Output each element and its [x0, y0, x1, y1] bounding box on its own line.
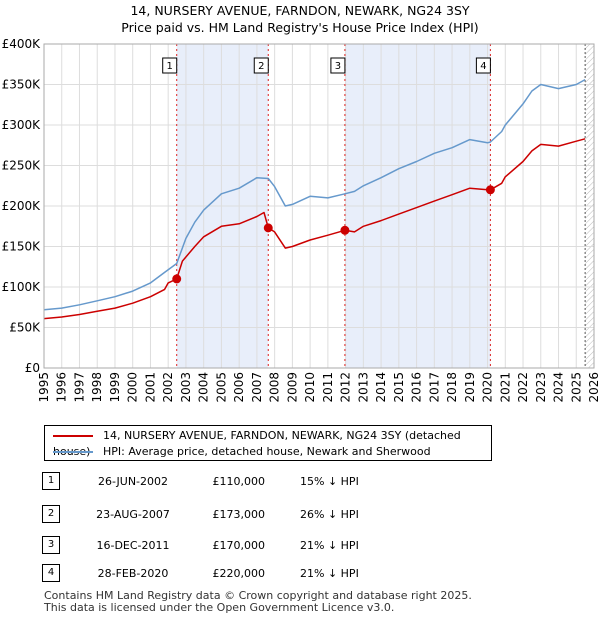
chart-title: 14, NURSERY AVENUE, FARNDON, NEWARK, NG2…: [0, 2, 600, 36]
x-tick-label: 2004: [197, 372, 211, 403]
x-tick-label: 1997: [72, 372, 86, 403]
y-tick-label: £250K: [2, 159, 42, 173]
sale-point: [263, 223, 273, 233]
sale-price: £170,000: [212, 539, 266, 552]
x-tick-label: 2011: [321, 372, 335, 403]
sale-row-1: 1 26-JUN-2002 £110,000 15% ↓ HPI: [0, 472, 600, 492]
sale-label-box: [162, 57, 178, 74]
x-tick-label: 1998: [90, 372, 104, 403]
title-line-1: 14, NURSERY AVENUE, FARNDON, NEWARK, NG2…: [130, 3, 470, 18]
x-tick-label: 2018: [445, 372, 459, 403]
x-tick-label: 2014: [374, 372, 388, 403]
sale-label: 2: [258, 61, 264, 72]
footer: Contains HM Land Registry data © Crown c…: [44, 590, 472, 614]
y-tick-label: £50K: [9, 321, 41, 335]
sale-price: £173,000: [212, 508, 266, 521]
sale-hpi-diff: 21% ↓ HPI: [300, 567, 359, 580]
y-tick-label: £350K: [2, 78, 42, 92]
hpi-line: [43, 78, 586, 311]
x-tick-label: 2016: [410, 372, 424, 403]
x-tick-label: 2008: [268, 372, 282, 403]
x-tick-label: 1995: [37, 372, 51, 403]
legend-item-hpi: HPI: Average price, detached house, Newa…: [53, 444, 431, 460]
x-tick-label: 2006: [232, 372, 246, 403]
sale-hpi-diff: 21% ↓ HPI: [300, 539, 359, 552]
y-tick-label: £150K: [2, 240, 42, 254]
y-tick-label: £300K: [2, 118, 42, 132]
x-tick-label: 2001: [143, 372, 157, 403]
y-tick-label: £100K: [2, 280, 42, 294]
x-tick-label: 2007: [250, 372, 264, 403]
x-tick-label: 2024: [552, 372, 566, 403]
plot-frame: [43, 43, 595, 369]
sale-hpi-diff: 26% ↓ HPI: [300, 508, 359, 521]
sale-label-box: [330, 57, 346, 74]
footer-copyright: Contains HM Land Registry data © Crown c…: [44, 589, 472, 602]
sale-point: [485, 185, 495, 195]
sale-number-badge: 1: [42, 472, 60, 490]
x-tick-label: 2015: [392, 372, 406, 403]
x-tick-label: 2017: [427, 372, 441, 403]
sale-number-badge: 2: [42, 505, 60, 523]
x-tick-label: 2025: [569, 372, 583, 403]
sale-row-3: 3 16-DEC-2011 £170,000 21% ↓ HPI: [0, 536, 600, 556]
y-tick-label: £0: [25, 361, 40, 375]
legend-hpi-swatch: [53, 451, 93, 453]
sale-date: 26-JUN-2002: [97, 475, 169, 488]
x-tick-label: 2019: [463, 372, 477, 403]
sale-label-box: [475, 57, 491, 74]
sale-date: 28-FEB-2020: [97, 567, 169, 580]
sale-label: 1: [167, 61, 173, 72]
sale-date: 16-DEC-2011: [96, 539, 170, 552]
legend-item-property: 14, NURSERY AVENUE, FARNDON, NEWARK, NG2…: [53, 428, 491, 458]
sale-number-badge: 4: [42, 564, 60, 582]
x-tick-label: 1996: [55, 372, 69, 403]
price-chart: 1 2 3 4 £0 £50K £100K £150K £200K £250K £300K £350K…: [2, 37, 600, 403]
title-line-2: Price paid vs. HM Land Registry's House …: [121, 20, 479, 35]
x-tick-label: 2026: [587, 372, 600, 403]
x-tick-label: 2012: [339, 372, 353, 403]
sale-row-2: 2 23-AUG-2007 £173,000 26% ↓ HPI: [0, 505, 600, 525]
x-tick-label: 1999: [108, 372, 122, 403]
sale-point: [172, 274, 182, 284]
x-tick-label: 2020: [481, 372, 495, 403]
x-tick-label: 2005: [214, 372, 228, 403]
sale-point: [340, 225, 350, 235]
x-tick-label: 2021: [498, 372, 512, 403]
x-tick-label: 2009: [285, 372, 299, 403]
property-price-line: [43, 138, 586, 320]
x-tick-label: 2010: [303, 372, 317, 403]
sale-row-4: 4 28-FEB-2020 £220,000 21% ↓ HPI: [0, 564, 600, 584]
x-tick-label: 2003: [179, 372, 193, 403]
sale-hpi-diff: 15% ↓ HPI: [300, 475, 359, 488]
legend-property-swatch: [53, 435, 93, 437]
sale-label: 3: [335, 61, 341, 72]
y-tick-label: £400K: [2, 37, 42, 51]
sale-label-box: [253, 57, 269, 74]
y-tick-label: £200K: [2, 199, 42, 213]
sale-date: 23-AUG-2007: [96, 508, 170, 521]
x-tick-label: 2002: [161, 372, 175, 403]
sale-number-badge: 3: [42, 536, 60, 554]
legend: 14, NURSERY AVENUE, FARNDON, NEWARK, NG2…: [44, 425, 492, 461]
x-tick-label: 2000: [126, 372, 140, 403]
sale-price: £110,000: [212, 475, 266, 488]
legend-hpi-label: HPI: Average price, detached house, Newa…: [103, 445, 431, 458]
sale-label: 4: [480, 61, 486, 72]
x-tick-label: 2023: [534, 372, 548, 403]
sale-price: £220,000: [212, 567, 266, 580]
x-tick-label: 2022: [516, 372, 530, 403]
footer-license: This data is licensed under the Open Gov…: [44, 601, 395, 614]
x-tick-label: 2013: [356, 372, 370, 403]
